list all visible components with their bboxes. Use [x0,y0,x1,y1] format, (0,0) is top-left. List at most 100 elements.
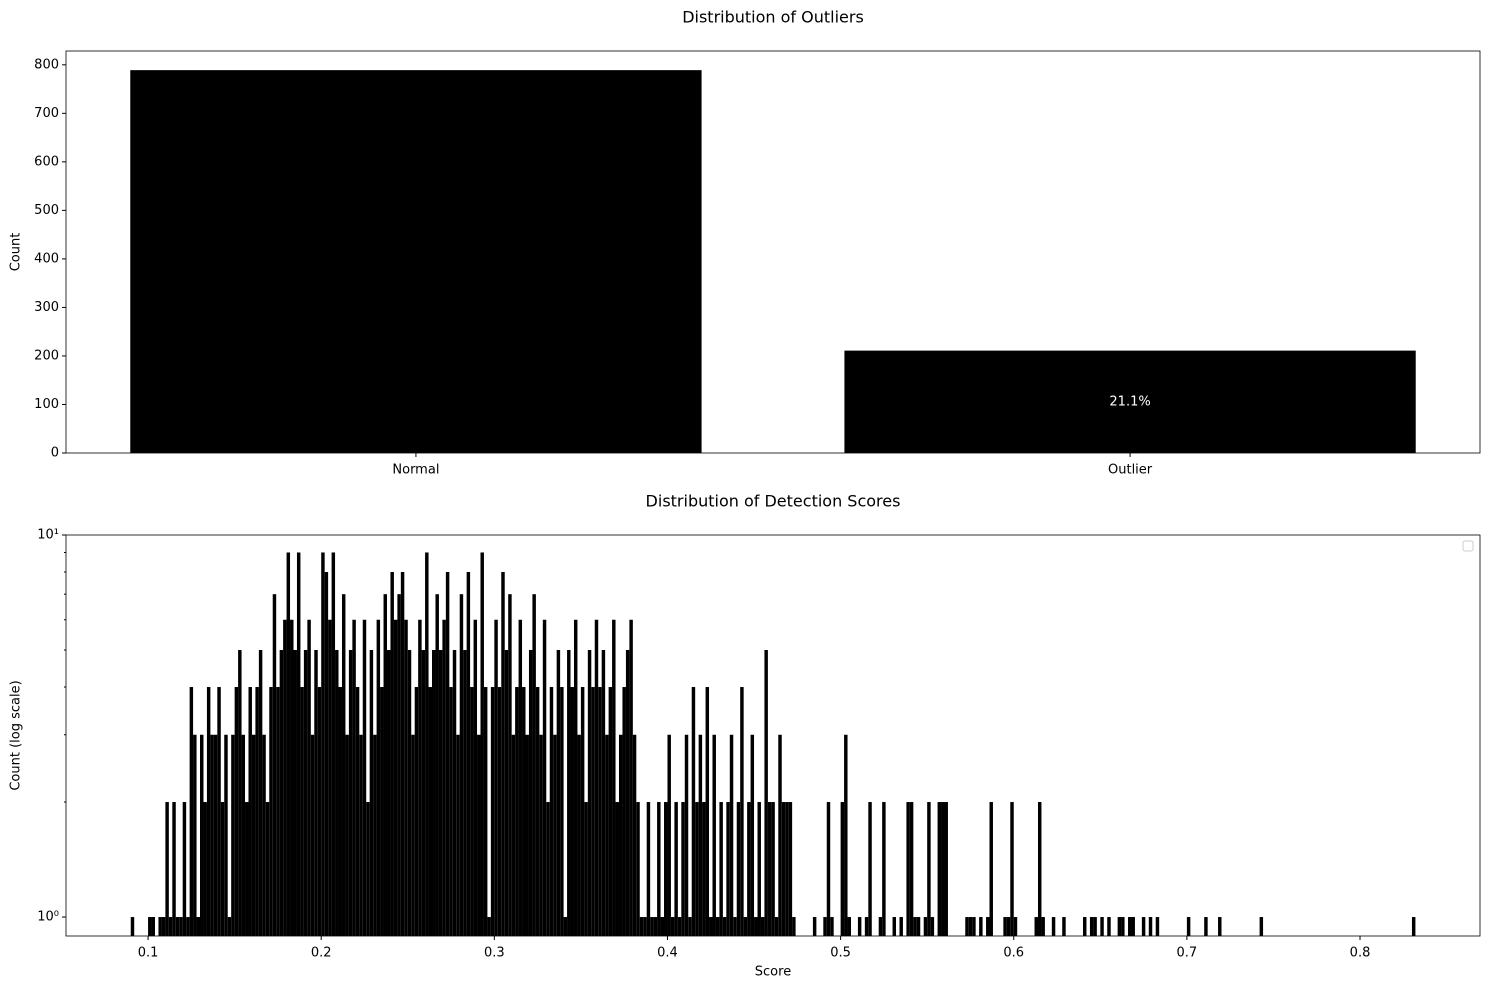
histogram-bar [698,734,703,936]
histogram-bar [290,619,294,936]
histogram-bar [213,734,218,936]
histogram-bar [965,917,969,936]
histogram-bar [785,802,789,936]
histogram-bar [857,917,862,936]
histogram-bar [743,917,748,936]
histogram-bar [577,734,581,936]
histogram-bar [767,802,772,936]
histogram-bar [231,734,235,936]
histogram-bar [560,687,564,936]
histogram-bar [878,917,883,936]
histogram-bar [979,917,983,936]
histogram-bar [702,802,706,936]
histogram-bar [511,734,516,936]
histogram-bar [781,802,786,936]
y-tick-label: 100 [34,397,59,412]
histogram-bar [632,734,637,936]
histogram-bar [386,650,391,936]
histogram-bar [715,917,720,936]
histogram-bar [262,734,266,936]
histogram-bar [369,650,374,936]
histogram-bar [989,802,993,936]
histogram-bar [255,687,259,936]
histogram-bar [445,572,450,936]
histogram-bar [1037,802,1042,936]
histogram-bar [345,734,349,936]
histogram-bar [774,917,779,936]
histogram-bar [438,650,443,936]
histogram-bar [968,917,973,936]
histogram-bar [612,619,616,936]
histogram-bar [646,802,651,936]
histogram-bar [760,917,765,936]
histogram-bar [909,802,914,936]
histogram-bar [1128,917,1132,936]
histogram-bar [930,917,935,936]
histogram-bar [179,917,183,936]
histogram-bar [1204,917,1208,936]
histogram-bar [317,687,322,936]
histogram-bar [823,917,827,936]
histogram-bar [1051,917,1056,936]
histogram-bar [504,650,509,936]
histogram-bar [532,594,536,936]
histogram-bar [442,619,446,936]
histogram-bar [400,572,405,936]
histogram-bar [573,619,578,936]
histogram-bar [726,802,730,936]
histogram-bar [598,687,602,936]
histogram-bar [625,650,630,936]
histogram-bar [418,619,422,936]
histogram-bar [650,917,654,936]
histogram-bar [691,687,696,936]
histogram-bar [660,917,665,936]
histogram-bar [605,734,609,936]
histogram-bar [494,619,498,936]
histogram-bar [279,650,284,936]
histogram-bar [390,572,394,936]
histogram-bar [792,917,796,936]
histogram-bar [899,917,903,936]
histogram-bar [234,687,239,936]
histogram-bar [362,619,367,936]
x-tick-label: Outlier [1108,463,1153,478]
histogram-bar [348,650,353,936]
histogram-bar [224,734,228,936]
histogram-bar [459,594,464,936]
histogram-bar [501,572,505,936]
legend [1462,540,1474,552]
histogram-bar [200,734,204,936]
histogram-bar [393,619,398,936]
histogram-bar [421,650,426,936]
histogram-bar [736,802,741,936]
histogram-bar [293,650,297,936]
histogram-bar [695,802,699,936]
histogram-bar [722,917,727,936]
y-tick-label: 10¹ [37,528,59,543]
histogram-bar [168,917,173,936]
histogram-bar [664,802,668,936]
x-tick-label: 0.3 [484,946,505,961]
histogram-bar [709,917,713,936]
histogram-bar [172,802,176,936]
histogram-bar [314,650,318,936]
histogram-bar [830,917,834,936]
histogram-bar [1089,917,1094,936]
axes-frame [65,50,1481,454]
histogram-bar [303,650,308,936]
histogram-bar [667,734,671,936]
histogram-bar [1148,917,1153,936]
histogram-bar [747,802,751,936]
histogram-bar [428,687,433,936]
y-axis-label: Count (log scale) [9,680,24,790]
histogram-bar [719,802,723,936]
histogram-bar [470,687,474,936]
histogram-bar [186,917,190,936]
histogram-bar [151,917,155,936]
histogram-bar [238,650,242,936]
histogram-bar [359,734,363,936]
histogram-bar [241,734,246,936]
bar [130,70,702,454]
